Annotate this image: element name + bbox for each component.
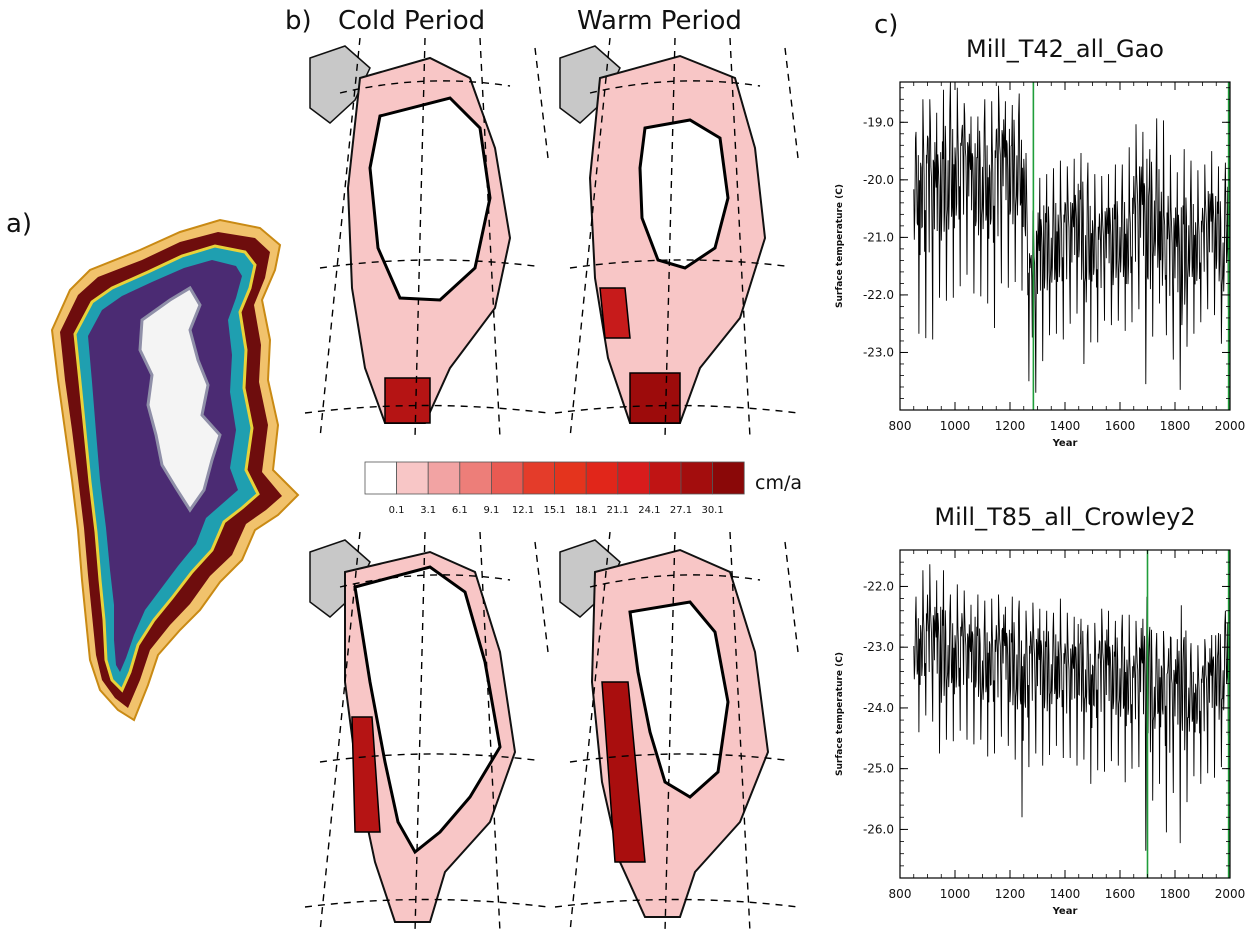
y-tick-label-4: -23.0 bbox=[863, 345, 894, 359]
cold-top-graticule bbox=[304, 38, 549, 438]
y-tick-label-0: -22.0 bbox=[863, 579, 894, 593]
colorbar-swatch-2 bbox=[427, 461, 461, 495]
colorbar-swatch-10 bbox=[680, 461, 714, 495]
y-tick-label-1: -20.0 bbox=[863, 173, 894, 187]
colorbar-swatch-0 bbox=[364, 461, 398, 495]
map-warm-bottom bbox=[554, 532, 799, 932]
colorbar-swatch-5 bbox=[522, 461, 556, 495]
x-tick-label-5: 1800 bbox=[1160, 419, 1191, 433]
colorbar-tick-10: 30.1 bbox=[701, 505, 723, 516]
colorbar-tick-9: 27.1 bbox=[670, 505, 692, 516]
x-axis-label: Year bbox=[1052, 438, 1078, 449]
colorbar: 0.1 3.1 6.1 9.1 12.1 15.1 18.1 21.1 24.1 27.1 30.1 bbox=[364, 461, 745, 516]
warm-period-title: Warm Period bbox=[577, 6, 742, 36]
map-a-summit bbox=[138, 285, 222, 513]
cold-bottom-ice bbox=[353, 565, 502, 855]
x-tick-label-3: 1400 bbox=[1050, 419, 1081, 433]
colorbar-tick-labels: 0.1 3.1 6.1 9.1 12.1 15.1 18.1 21.1 24.1 27.1 30.1 bbox=[389, 505, 724, 516]
y-tick-label-4: -26.0 bbox=[863, 822, 894, 836]
colorbar-swatch-4 bbox=[490, 461, 524, 495]
colorbar-swatch-1 bbox=[396, 461, 429, 495]
x-tick-label-6: 2000 bbox=[1215, 887, 1246, 901]
x-tick-label-1: 1000 bbox=[940, 887, 971, 901]
x-tick-label-5: 1800 bbox=[1160, 887, 1191, 901]
warm-top-ice bbox=[638, 118, 730, 270]
colorbar-units: cm/a bbox=[755, 472, 802, 494]
colorbar-tick-5: 15.1 bbox=[543, 505, 565, 516]
colorbar-tick-0: 0.1 bbox=[389, 505, 405, 516]
x-tick-label-2: 1200 bbox=[995, 419, 1026, 433]
x-tick-label-4: 1600 bbox=[1105, 887, 1136, 901]
warm-top-melt-west bbox=[599, 287, 631, 339]
panel-a-label: a) bbox=[6, 209, 33, 239]
colorbar-swatch-3 bbox=[459, 461, 492, 495]
colorbar-tick-4: 12.1 bbox=[512, 505, 534, 516]
map-cold-bottom bbox=[304, 532, 549, 932]
y-tick-label-3: -25.0 bbox=[863, 762, 894, 776]
chart-title: Mill_T42_all_Gao bbox=[966, 35, 1164, 63]
colorbar-tick-1: 3.1 bbox=[420, 505, 436, 516]
series-line bbox=[913, 81, 1230, 393]
x-axis-label: Year bbox=[1052, 906, 1078, 917]
x-tick-label-0: 800 bbox=[889, 887, 912, 901]
cold-top-ice bbox=[368, 96, 492, 302]
colorbar-tick-3: 9.1 bbox=[483, 505, 499, 516]
x-tick-label-4: 1600 bbox=[1105, 419, 1136, 433]
warm-bottom-melt bbox=[601, 681, 646, 863]
map-cold-top bbox=[304, 38, 549, 438]
colorbar-tick-8: 24.1 bbox=[638, 505, 660, 516]
y-axis-label: Surface temperature (C) bbox=[835, 184, 845, 308]
series-line bbox=[913, 564, 1230, 851]
colorbar-swatch-7 bbox=[585, 461, 619, 495]
colorbar-swatch-6 bbox=[554, 461, 587, 495]
cold-period-title: Cold Period bbox=[338, 6, 486, 36]
cold-top-melt bbox=[384, 377, 431, 424]
cold-bottom-graticule bbox=[304, 532, 549, 932]
colorbar-tick-2: 6.1 bbox=[452, 505, 468, 516]
x-tick-label-0: 800 bbox=[889, 419, 912, 433]
colorbar-swatches bbox=[364, 461, 745, 495]
y-tick-label-1: -23.0 bbox=[863, 640, 894, 654]
y-tick-label-3: -22.0 bbox=[863, 288, 894, 302]
x-tick-label-3: 1400 bbox=[1050, 887, 1081, 901]
panel-b-label: b) bbox=[285, 6, 312, 36]
cold-top-land bbox=[309, 45, 371, 124]
y-tick-label-2: -21.0 bbox=[863, 230, 894, 244]
y-tick-label-0: -19.0 bbox=[863, 115, 894, 129]
x-tick-label-6: 2000 bbox=[1215, 419, 1246, 433]
colorbar-tick-6: 18.1 bbox=[575, 505, 597, 516]
x-tick-label-1: 1000 bbox=[940, 419, 971, 433]
chart-mill-t42-all-gao: Mill_T42_all_Gao 800 1000 1200 1400 1600 1800 2… bbox=[835, 35, 1246, 449]
map-warm-top bbox=[554, 38, 799, 438]
y-tick-label-2: -24.0 bbox=[863, 701, 894, 715]
y-axis-label: Surface temperature (C) bbox=[835, 652, 845, 776]
chart-title: Mill_T85_all_Crowley2 bbox=[934, 503, 1195, 531]
warm-top-graticule bbox=[554, 38, 799, 438]
colorbar-swatch-11 bbox=[712, 461, 745, 495]
warm-top-melt bbox=[629, 372, 681, 424]
colorbar-swatch-9 bbox=[648, 461, 682, 495]
colorbar-swatch-8 bbox=[617, 461, 650, 495]
warm-bottom-graticule bbox=[554, 532, 799, 932]
chart-mill-t85-all-crowley2: Mill_T85_all_Crowley2 800 1000 1200 1400 1600… bbox=[835, 503, 1246, 917]
warm-bottom-ice bbox=[628, 600, 730, 799]
greenland-map-a bbox=[50, 218, 300, 722]
colorbar-tick-7: 21.1 bbox=[607, 505, 629, 516]
x-tick-label-2: 1200 bbox=[995, 887, 1026, 901]
panel-c-label: c) bbox=[874, 10, 899, 40]
cold-bottom-melt bbox=[351, 716, 381, 833]
